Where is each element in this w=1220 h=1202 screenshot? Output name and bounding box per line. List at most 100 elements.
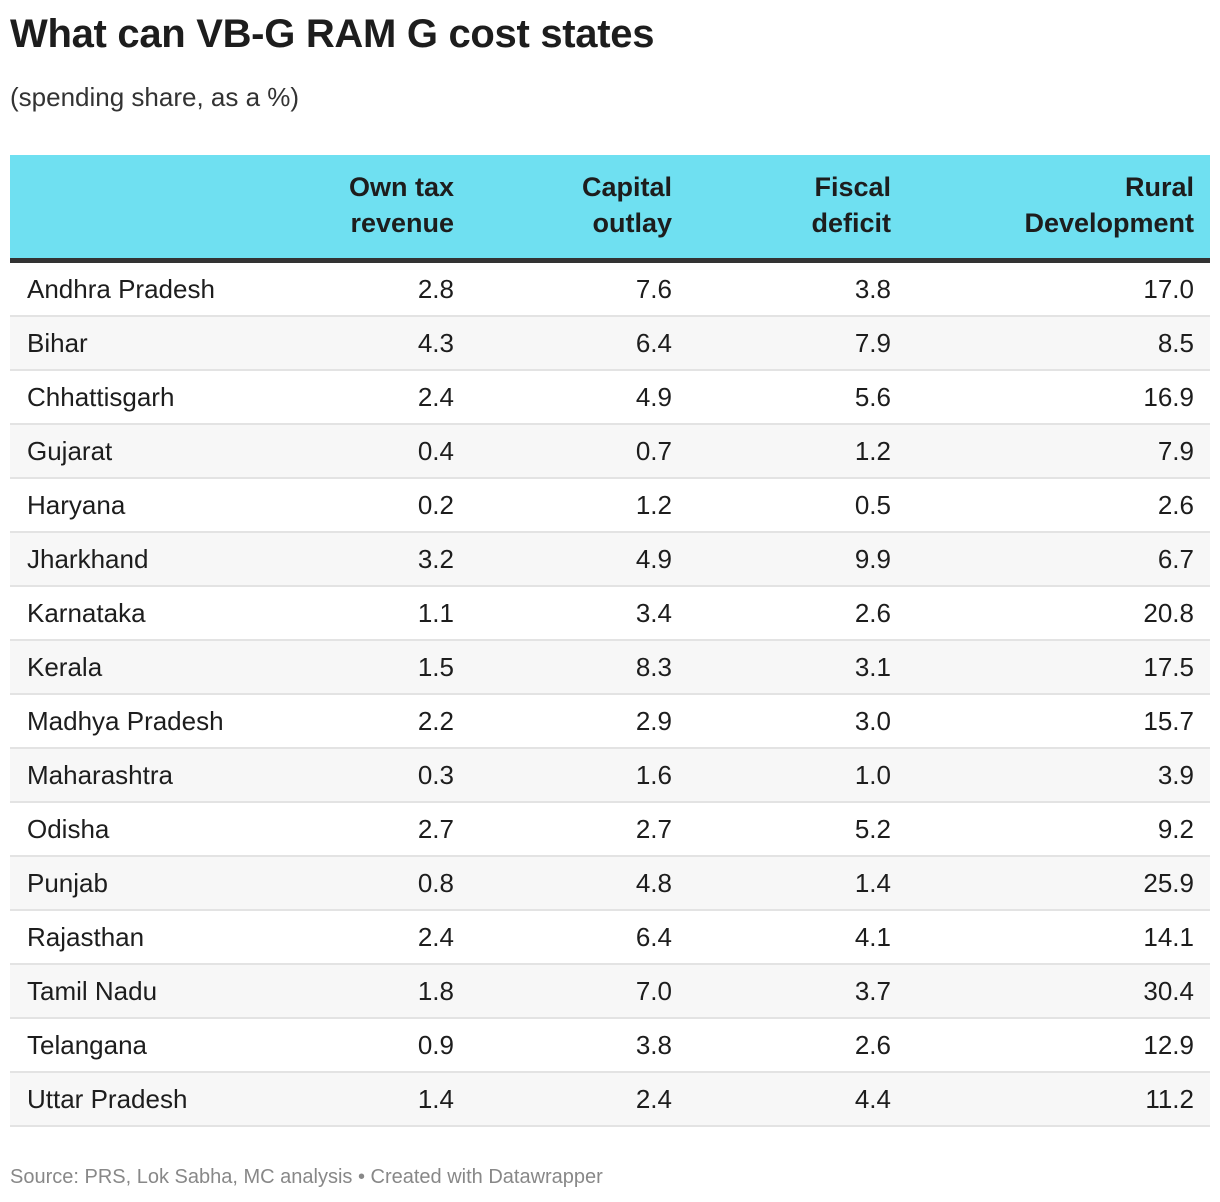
value-cell: 3.0 xyxy=(854,705,891,736)
header-line: Development xyxy=(1024,208,1194,238)
value-cell: 2.2 xyxy=(417,705,454,736)
value-cell: 14.1 xyxy=(1143,921,1194,952)
value-cell: 8.5 xyxy=(1157,327,1194,358)
value-cell: 3.7 xyxy=(854,975,891,1006)
header-line: outlay xyxy=(592,208,672,238)
value-cell: 1.1 xyxy=(417,597,454,628)
table-row: Gujarat 0.4 0.7 1.2 7.9 xyxy=(10,425,1210,479)
table-row: Punjab 0.8 4.8 1.4 25.9 xyxy=(10,857,1210,911)
state-cell: Tamil Nadu xyxy=(27,975,158,1006)
state-cell: Maharashtra xyxy=(27,759,173,790)
value-cell: 6.4 xyxy=(635,921,672,952)
value-cell: 17.5 xyxy=(1143,651,1194,682)
state-cell: Punjab xyxy=(27,867,108,898)
value-cell: 4.8 xyxy=(635,867,672,898)
state-cell: Bihar xyxy=(27,327,88,358)
value-cell: 4.9 xyxy=(635,381,672,412)
table-row: Andhra Pradesh 2.8 7.6 3.8 17.0 xyxy=(10,263,1210,317)
value-cell: 2.7 xyxy=(635,813,672,844)
header-cell xyxy=(10,155,240,258)
header-cell: Rural Development xyxy=(907,155,1210,258)
header-cell: Own tax revenue xyxy=(240,155,470,258)
value-cell: 2.4 xyxy=(417,921,454,952)
state-cell: Kerala xyxy=(27,651,103,682)
value-cell: 3.9 xyxy=(1157,759,1194,790)
table-row: Maharashtra 0.3 1.6 1.0 3.9 xyxy=(10,749,1210,803)
value-cell: 12.9 xyxy=(1143,1029,1194,1060)
value-cell: 4.9 xyxy=(635,543,672,574)
value-cell: 1.2 xyxy=(635,489,672,520)
value-cell: 5.6 xyxy=(854,381,891,412)
table-row: Chhattisgarh 2.4 4.9 5.6 16.9 xyxy=(10,371,1210,425)
value-cell: 1.2 xyxy=(854,435,891,466)
value-cell: 9.2 xyxy=(1157,813,1194,844)
value-cell: 4.4 xyxy=(854,1083,891,1114)
header-line: Own tax xyxy=(348,172,454,202)
value-cell: 16.9 xyxy=(1143,381,1194,412)
value-cell: 7.6 xyxy=(635,273,672,304)
value-cell: 0.8 xyxy=(417,867,454,898)
value-cell: 2.7 xyxy=(417,813,454,844)
state-cell: Jharkhand xyxy=(27,543,149,574)
source-note: Source: PRS, Lok Sabha, MC analysis • Cr… xyxy=(10,1166,603,1188)
value-cell: 17.0 xyxy=(1143,273,1194,304)
value-cell: 7.9 xyxy=(854,327,891,358)
value-cell: 2.6 xyxy=(854,1029,891,1060)
value-cell: 0.9 xyxy=(417,1029,454,1060)
value-cell: 1.8 xyxy=(417,975,454,1006)
state-cell: Rajasthan xyxy=(27,921,145,952)
table: Own tax revenue Capital outlay Fiscal deficit… xyxy=(10,155,1210,1127)
table-row: Karnataka 1.1 3.4 2.6 20.8 xyxy=(10,587,1210,641)
table-row: Odisha 2.7 2.7 5.2 9.2 xyxy=(10,803,1210,857)
value-cell: 7.0 xyxy=(635,975,672,1006)
value-cell: 9.9 xyxy=(854,543,891,574)
value-cell: 2.8 xyxy=(417,273,454,304)
value-cell: 0.7 xyxy=(635,435,672,466)
table-row: Tamil Nadu 1.8 7.0 3.7 30.4 xyxy=(10,965,1210,1019)
table-row: Madhya Pradesh 2.2 2.9 3.0 15.7 xyxy=(10,695,1210,749)
value-cell: 6.4 xyxy=(635,327,672,358)
state-cell: Andhra Pradesh xyxy=(27,273,215,304)
header-line: revenue xyxy=(350,208,454,238)
state-cell: Haryana xyxy=(27,489,126,520)
state-cell: Uttar Pradesh xyxy=(27,1083,188,1114)
subtitle: (spending share, as a %) xyxy=(10,82,300,112)
title: What can VB-G RAM G cost states xyxy=(10,12,655,56)
header-cell: Fiscal deficit xyxy=(688,155,907,258)
value-cell: 0.3 xyxy=(417,759,454,790)
value-cell: 11.2 xyxy=(1145,1083,1194,1114)
state-cell: Madhya Pradesh xyxy=(27,705,224,736)
state-cell: Gujarat xyxy=(27,435,113,466)
value-cell: 2.6 xyxy=(854,597,891,628)
value-cell: 0.5 xyxy=(854,489,891,520)
value-cell: 2.4 xyxy=(635,1083,672,1114)
value-cell: 1.6 xyxy=(635,759,672,790)
table-row: Haryana 0.2 1.2 0.5 2.6 xyxy=(10,479,1210,533)
value-cell: 3.2 xyxy=(417,543,454,574)
value-cell: 3.4 xyxy=(635,597,672,628)
value-cell: 7.9 xyxy=(1157,435,1194,466)
value-cell: 3.8 xyxy=(854,273,891,304)
header-row: Own tax revenue Capital outlay Fiscal deficit… xyxy=(10,155,1210,263)
value-cell: 0.2 xyxy=(417,489,454,520)
value-cell: 6.7 xyxy=(1157,543,1194,574)
value-cell: 4.1 xyxy=(854,921,891,952)
value-cell: 1.4 xyxy=(417,1083,454,1114)
table-row: Kerala 1.5 8.3 3.1 17.5 xyxy=(10,641,1210,695)
table-row: Rajasthan 2.4 6.4 4.1 14.1 xyxy=(10,911,1210,965)
value-cell: 2.4 xyxy=(417,381,454,412)
value-cell: 30.4 xyxy=(1143,975,1194,1006)
header-line: Fiscal xyxy=(814,172,891,202)
table-row: Jharkhand 3.2 4.9 9.9 6.7 xyxy=(10,533,1210,587)
value-cell: 4.3 xyxy=(417,327,454,358)
state-cell: Odisha xyxy=(27,813,110,844)
header-line: Capital xyxy=(581,172,672,202)
value-cell: 2.9 xyxy=(635,705,672,736)
value-cell: 5.2 xyxy=(854,813,891,844)
header-cell: Capital outlay xyxy=(470,155,688,258)
value-cell: 1.5 xyxy=(417,651,454,682)
state-cell: Telangana xyxy=(27,1029,147,1060)
value-cell: 15.7 xyxy=(1143,705,1194,736)
header-line: Rural xyxy=(1124,172,1194,202)
